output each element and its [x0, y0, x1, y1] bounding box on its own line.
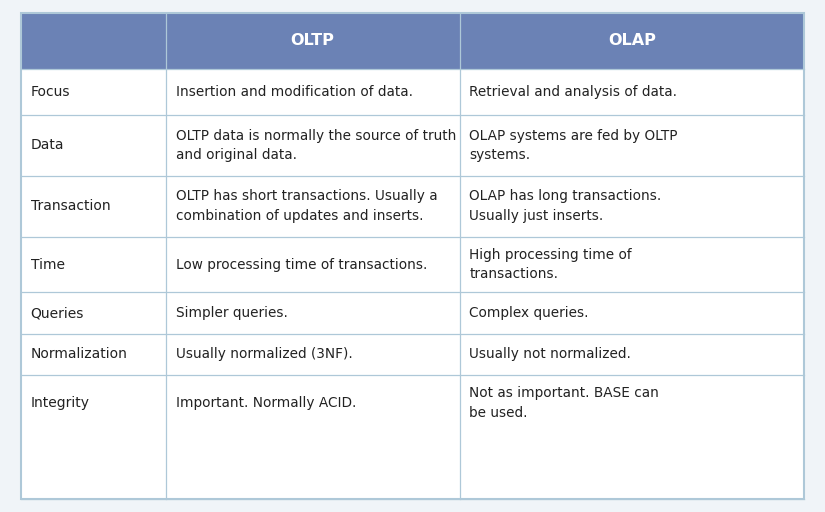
- Text: Transaction: Transaction: [31, 199, 111, 213]
- Text: OLAP has long transactions.
Usually just inserts.: OLAP has long transactions. Usually just…: [469, 189, 662, 223]
- Text: OLTP data is normally the source of truth
and original data.: OLTP data is normally the source of trut…: [176, 129, 456, 162]
- Text: Not as important. BASE can
be used.: Not as important. BASE can be used.: [469, 387, 659, 420]
- Text: OLAP: OLAP: [608, 33, 656, 48]
- Text: Focus: Focus: [31, 85, 70, 99]
- Text: OLTP has short transactions. Usually a
combination of updates and inserts.: OLTP has short transactions. Usually a c…: [176, 189, 437, 223]
- Text: Retrieval and analysis of data.: Retrieval and analysis of data.: [469, 85, 677, 99]
- Text: Usually normalized (3NF).: Usually normalized (3NF).: [176, 348, 352, 361]
- Text: OLTP: OLTP: [290, 33, 334, 48]
- Text: Insertion and modification of data.: Insertion and modification of data.: [176, 85, 412, 99]
- Text: Data: Data: [31, 138, 64, 153]
- Text: Simpler queries.: Simpler queries.: [176, 306, 287, 320]
- Bar: [21, 13, 804, 69]
- Text: Important. Normally ACID.: Important. Normally ACID.: [176, 396, 356, 410]
- Text: High processing time of
transactions.: High processing time of transactions.: [469, 248, 632, 281]
- Text: Time: Time: [31, 258, 64, 271]
- Text: OLAP systems are fed by OLTP
systems.: OLAP systems are fed by OLTP systems.: [469, 129, 678, 162]
- Text: Integrity: Integrity: [31, 396, 90, 410]
- Text: Queries: Queries: [31, 306, 84, 320]
- Text: Normalization: Normalization: [31, 348, 127, 361]
- Text: Low processing time of transactions.: Low processing time of transactions.: [176, 258, 427, 271]
- Text: Usually not normalized.: Usually not normalized.: [469, 348, 631, 361]
- Text: Complex queries.: Complex queries.: [469, 306, 589, 320]
